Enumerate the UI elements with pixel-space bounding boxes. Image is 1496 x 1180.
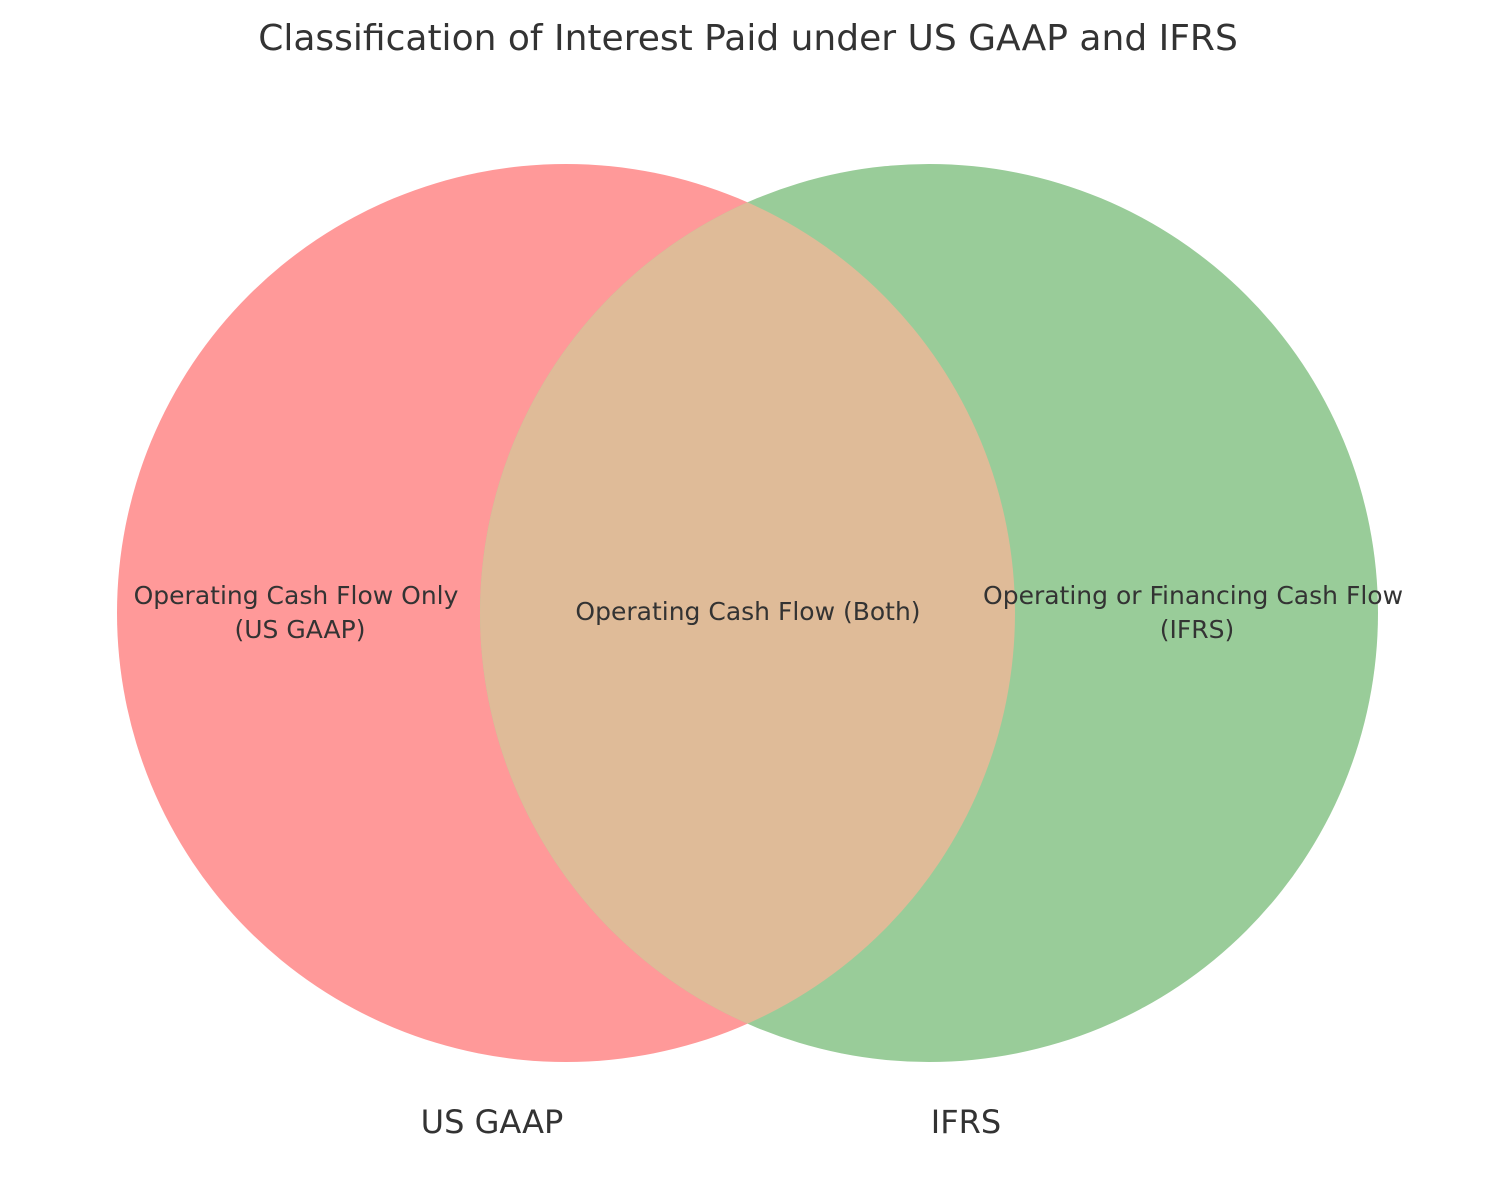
left-only-label: Operating Cash Flow Only (US GAAP) [134, 581, 467, 644]
right-only-label-line2: (IFRS) [1160, 615, 1235, 644]
left-only-label-line1: Operating Cash Flow Only [134, 581, 459, 610]
right-only-label-line1: Operating or Financing Cash Flow [983, 581, 1403, 610]
ifrs-set-label: IFRS [931, 1103, 1001, 1141]
overlap-region [480, 164, 1015, 1062]
overlap-label: Operating Cash Flow (Both) [575, 597, 920, 626]
us-gaap-set-label: US GAAP [421, 1103, 564, 1141]
right-only-label: Operating or Financing Cash Flow (IFRS) [983, 581, 1411, 644]
overlap-label-line1: Operating Cash Flow (Both) [575, 597, 920, 626]
chart-title: Classification of Interest Paid under US… [258, 18, 1238, 59]
left-only-label-line2: (US GAAP) [235, 615, 366, 644]
